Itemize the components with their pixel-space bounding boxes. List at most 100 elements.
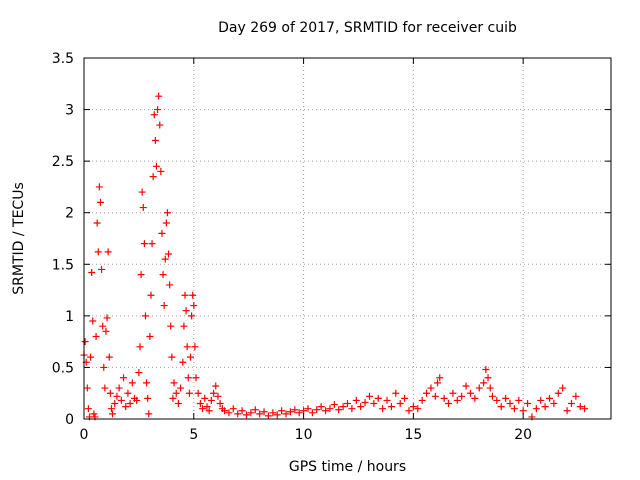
data-point bbox=[109, 410, 117, 418]
data-point bbox=[207, 396, 215, 404]
data-point bbox=[126, 400, 134, 408]
data-point bbox=[409, 403, 417, 411]
data-point bbox=[440, 394, 448, 402]
data-point bbox=[502, 394, 510, 402]
y-tick-label: 3 bbox=[65, 103, 74, 119]
data-point bbox=[141, 312, 149, 320]
data-point bbox=[144, 394, 152, 402]
data-point bbox=[188, 312, 196, 320]
data-point bbox=[550, 400, 558, 408]
data-point bbox=[370, 400, 378, 408]
data-point bbox=[98, 265, 106, 273]
data-point bbox=[122, 403, 130, 411]
data-point bbox=[89, 317, 97, 325]
data-point bbox=[427, 384, 435, 392]
data-point bbox=[348, 405, 356, 413]
data-point bbox=[559, 384, 567, 392]
data-point bbox=[273, 411, 281, 419]
data-point bbox=[158, 229, 166, 237]
data-point bbox=[192, 374, 200, 382]
data-point bbox=[357, 403, 365, 411]
y-axis-label: SRMTID / TECUs bbox=[11, 182, 27, 295]
data-point bbox=[462, 382, 470, 390]
data-point bbox=[95, 183, 103, 191]
data-point bbox=[278, 407, 286, 415]
data-point bbox=[135, 369, 143, 377]
data-point bbox=[493, 396, 501, 404]
axis-ticks: 0 5 10 15 20 0 0.5 1 1.5 2 2.5 3 3.5 bbox=[52, 51, 611, 443]
data-point bbox=[335, 406, 343, 414]
data-point bbox=[365, 392, 373, 400]
data-point bbox=[486, 384, 494, 392]
data-point bbox=[541, 403, 549, 411]
data-point bbox=[139, 204, 147, 212]
data-point bbox=[94, 248, 102, 256]
data-point bbox=[201, 394, 209, 402]
data-point bbox=[286, 408, 294, 416]
data-point bbox=[138, 188, 146, 196]
data-point bbox=[361, 398, 369, 406]
data-point bbox=[96, 198, 104, 206]
data-point bbox=[203, 403, 211, 411]
data-point bbox=[379, 405, 387, 413]
data-point bbox=[184, 374, 192, 382]
data-point bbox=[247, 409, 255, 417]
data-point bbox=[506, 400, 514, 408]
data-point bbox=[572, 392, 580, 400]
data-point bbox=[282, 410, 290, 418]
data-point bbox=[242, 411, 250, 419]
data-point bbox=[387, 403, 395, 411]
data-point bbox=[151, 137, 159, 145]
y-tick-label: 0 bbox=[65, 412, 74, 428]
data-point bbox=[143, 379, 151, 387]
data-point bbox=[475, 384, 483, 392]
data-series bbox=[80, 92, 589, 421]
data-point bbox=[172, 389, 180, 397]
data-point bbox=[194, 389, 202, 397]
data-point bbox=[88, 269, 96, 277]
data-point bbox=[196, 400, 204, 408]
data-point bbox=[216, 400, 224, 408]
data-point bbox=[167, 322, 175, 330]
data-point bbox=[214, 392, 222, 400]
data-point bbox=[165, 250, 173, 258]
data-point bbox=[81, 338, 89, 346]
data-point bbox=[269, 409, 277, 417]
data-point bbox=[238, 407, 246, 415]
data-point bbox=[154, 106, 162, 114]
x-tick-label: 5 bbox=[189, 427, 198, 443]
data-point bbox=[159, 271, 167, 279]
data-point bbox=[148, 240, 156, 248]
data-point bbox=[295, 409, 303, 417]
data-point bbox=[401, 394, 409, 402]
plot-frame bbox=[83, 57, 612, 420]
chart-title: Day 269 of 2017, SRMTID for receiver cui… bbox=[218, 20, 517, 36]
data-point bbox=[221, 407, 229, 415]
data-point bbox=[137, 271, 145, 279]
data-point bbox=[326, 405, 334, 413]
data-point bbox=[156, 121, 164, 129]
y-tick-label: 1 bbox=[65, 309, 74, 325]
data-point bbox=[445, 400, 453, 408]
data-point bbox=[471, 394, 479, 402]
data-point bbox=[170, 379, 178, 387]
data-point bbox=[304, 405, 312, 413]
data-point bbox=[190, 302, 198, 310]
data-point bbox=[180, 322, 188, 330]
data-point bbox=[210, 389, 218, 397]
data-point bbox=[166, 281, 174, 289]
data-point bbox=[524, 400, 532, 408]
data-point bbox=[83, 384, 91, 392]
data-point bbox=[128, 379, 136, 387]
data-point bbox=[189, 291, 197, 299]
data-point bbox=[480, 379, 488, 387]
data-point bbox=[374, 394, 382, 402]
data-point bbox=[225, 409, 233, 417]
x-axis-label: GPS time / hours bbox=[289, 459, 406, 475]
data-point bbox=[179, 358, 187, 366]
data-point bbox=[383, 396, 391, 404]
data-point bbox=[396, 400, 404, 408]
data-point bbox=[163, 209, 171, 217]
data-point bbox=[423, 389, 431, 397]
